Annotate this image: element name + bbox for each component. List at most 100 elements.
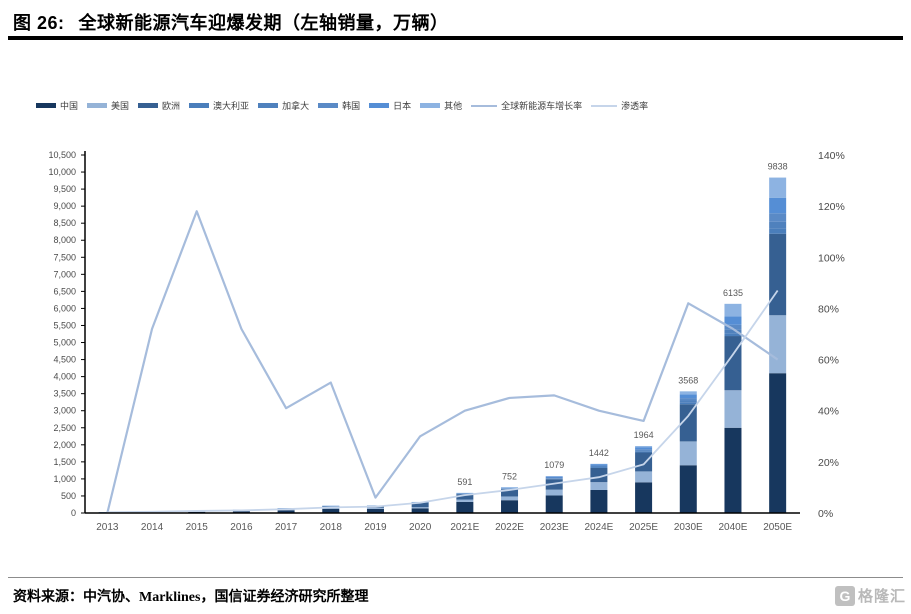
legend-item-europe: 欧洲 xyxy=(138,99,180,112)
x-axis-label: 2018 xyxy=(320,522,343,533)
right-axis-label: 120% xyxy=(818,201,845,213)
bar-segment-japan xyxy=(590,464,608,466)
legend: 中国 美国 欧洲 澳大利亚 加拿大 韩国 日本 其他 全球新能源车增长率 渗透率 xyxy=(36,99,876,112)
bar-segment-others xyxy=(635,446,653,448)
bar-segment-australia xyxy=(769,228,787,234)
legend-item-china: 中国 xyxy=(36,99,78,112)
bar-segment-canada xyxy=(724,329,742,334)
bar-segment-china xyxy=(232,511,250,513)
bar-segment-china xyxy=(679,465,697,513)
left-axis-label: 6,000 xyxy=(53,303,76,313)
legend-swatch-japan xyxy=(369,103,390,108)
bar-segment-japan xyxy=(545,476,563,478)
legend-label-japan: 日本 xyxy=(393,101,412,111)
figure-number: 图 26: xyxy=(13,13,65,33)
bar-segment-japan xyxy=(635,447,653,450)
left-axis-label: 4,500 xyxy=(53,355,76,365)
left-axis-label: 7,500 xyxy=(53,252,76,262)
bar-segment-korea xyxy=(679,398,697,401)
legend-item-japan: 日本 xyxy=(369,99,411,112)
bar-total-label: 591 xyxy=(457,477,472,487)
bar-segment-canada xyxy=(679,400,697,403)
x-axis-label: 2017 xyxy=(275,522,298,533)
bar-segment-china xyxy=(501,500,519,513)
left-axis-label: 4,000 xyxy=(53,372,76,382)
left-axis-label: 10,500 xyxy=(48,150,76,160)
bar-segment-canada xyxy=(769,221,787,229)
bar-segment-europe xyxy=(635,452,653,472)
right-axis-label: 0% xyxy=(818,508,833,520)
bar-segment-china xyxy=(366,508,384,513)
growth-rate-line xyxy=(106,210,779,514)
bar-segment-china xyxy=(322,508,340,513)
bar-total-label: 1964 xyxy=(634,430,654,440)
bar-segment-australia xyxy=(590,467,608,468)
bar-segment-usa xyxy=(679,441,697,466)
bar-total-label: 3568 xyxy=(678,375,698,385)
legend-label-korea: 韩国 xyxy=(342,101,361,111)
legend-swatch-china xyxy=(36,103,56,108)
left-axis-label: 2,500 xyxy=(53,423,76,433)
bar-segment-korea xyxy=(724,324,742,330)
left-axis-label: 8,000 xyxy=(53,235,76,245)
bar-segment-canada xyxy=(635,450,653,452)
left-axis-label: 1,000 xyxy=(53,474,76,484)
title-divider xyxy=(8,36,903,40)
bar-segment-china xyxy=(635,482,653,513)
bar-segment-australia xyxy=(724,333,742,337)
bar-segment-china xyxy=(724,427,742,513)
bar-segment-canada xyxy=(545,478,563,479)
bar-segment-korea xyxy=(545,477,563,479)
bar-stack-2050E xyxy=(769,177,787,513)
right-axis-label: 40% xyxy=(818,406,839,418)
left-axis-label: 5,000 xyxy=(53,338,76,348)
bar-segment-europe xyxy=(501,489,519,497)
bar-segment-europe xyxy=(411,502,429,508)
left-axis-label: 0 xyxy=(71,508,76,518)
legend-item-usa: 美国 xyxy=(87,99,129,112)
legend-swatch-penetration-rate xyxy=(591,104,618,107)
bar-segment-europe xyxy=(769,233,787,316)
legend-label-penetration-rate: 渗透率 xyxy=(621,101,649,111)
legend-item-australia: 澳大利亚 xyxy=(189,99,249,112)
bar-segment-usa xyxy=(456,499,474,502)
bar-segment-china xyxy=(277,510,295,513)
bar-segment-usa xyxy=(411,507,429,509)
bar-segment-usa xyxy=(635,471,653,483)
legend-swatch-canada xyxy=(258,103,279,108)
bar-stack-2023E xyxy=(545,476,563,513)
x-axis-label: 2024E xyxy=(584,522,613,533)
legend-item-canada: 加拿大 xyxy=(258,99,309,112)
figure-title: 图 26: 全球新能源汽车迎爆发期（左轴销量，万辆） xyxy=(13,9,449,35)
x-axis-label: 2013 xyxy=(96,522,119,533)
legend-swatch-usa xyxy=(87,103,108,108)
left-axis-label: 3,000 xyxy=(53,406,76,416)
legend-swatch-europe xyxy=(138,103,159,108)
bar-total-label: 6135 xyxy=(723,288,743,298)
bar-segment-others xyxy=(769,177,787,198)
legend-label-china: 中国 xyxy=(60,101,79,111)
legend-item-penetration-rate: 渗透率 xyxy=(591,99,648,112)
left-axis-label: 9,000 xyxy=(53,201,76,211)
x-axis-label: 2020 xyxy=(409,522,432,533)
x-axis-label: 2030E xyxy=(674,522,703,533)
right-axis-label: 100% xyxy=(818,252,845,264)
bar-segment-europe xyxy=(679,404,697,442)
left-axis-label: 5,500 xyxy=(53,320,76,330)
legend-swatch-australia xyxy=(189,103,210,108)
right-axis-label: 20% xyxy=(818,457,839,469)
right-axis-label: 60% xyxy=(818,355,839,367)
left-axis-label: 8,500 xyxy=(53,218,76,228)
bar-segment-china xyxy=(456,501,474,513)
bar-segment-others xyxy=(724,303,742,317)
x-axis-label: 2050E xyxy=(763,522,792,533)
x-axis-label: 2016 xyxy=(230,522,253,533)
gelonghui-logo-icon: G xyxy=(834,585,855,606)
bar-segment-japan xyxy=(501,487,519,489)
legend-label-others: 其他 xyxy=(444,101,463,111)
legend-item-others: 其他 xyxy=(420,99,462,112)
x-axis-label: 2025E xyxy=(629,522,658,533)
bar-segment-korea xyxy=(590,465,608,467)
bar-segment-china xyxy=(769,373,787,513)
footer-divider xyxy=(8,577,903,578)
